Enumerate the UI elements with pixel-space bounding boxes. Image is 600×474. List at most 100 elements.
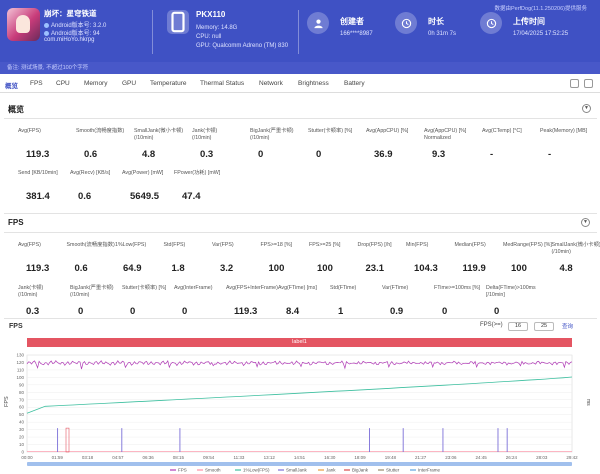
settings-icon[interactable] — [584, 79, 593, 88]
legend-label: SmallJank — [286, 468, 308, 473]
y2-axis-label: ms — [585, 399, 591, 406]
metric-value: 0 — [316, 149, 322, 160]
y-tick-label: 30 — [19, 427, 25, 432]
share-icon[interactable] — [570, 79, 579, 88]
metric-card: BigJank(严重卡顿) (/10min) 0 — [250, 128, 310, 160]
version-note: 数据由PerfDog(11.1.250206)提供服务 — [494, 6, 587, 12]
legend-label: BigJank — [352, 468, 369, 473]
tab-cpu[interactable]: CPU — [56, 80, 70, 87]
metric-label: Avg(CTemp) [°C] — [482, 128, 522, 134]
y-tick-label: 70 — [19, 397, 25, 402]
metric-value: 0.6 — [74, 263, 88, 274]
fps-chart[interactable]: 0 10 20 30 40 50 60 70 80 90 100 110 120 130 FPS ms 00:0… — [0, 347, 600, 474]
metric-label: Std(FPS) — [163, 242, 186, 248]
fps-threshold-input-b[interactable]: 25 — [534, 322, 554, 331]
metric-card: FPower(功耗) [mW] 47.4 — [174, 170, 234, 202]
metric-card: Jank(卡顿) (/10min) 0.3 — [18, 285, 78, 317]
app-name: 崩坏：星穹铁道 — [44, 9, 97, 18]
metric-value: - — [490, 149, 494, 160]
label-range-marker — [65, 427, 70, 453]
tab-memory[interactable]: Memory — [84, 80, 108, 87]
tab-gpu[interactable]: GPU — [122, 80, 137, 87]
collapse-icon[interactable]: ▼ — [581, 218, 590, 227]
x-tick-label: 03:18 — [82, 455, 94, 460]
legend-label: 1%Low(FPS) — [243, 468, 270, 473]
tab-network[interactable]: Network — [259, 80, 283, 87]
metric-value: 104.3 — [414, 263, 438, 274]
report-header: 崩坏：星穹铁道 Android版本号: 3.2.0 Android版本号: 94… — [0, 0, 600, 62]
label-bar[interactable]: label1 — [27, 338, 572, 347]
y-tick-label: 130 — [16, 353, 24, 358]
duration-label: 时长 — [428, 17, 444, 26]
header-divider — [152, 10, 153, 54]
y-tick-label: 20 — [19, 435, 25, 440]
metric-value: 1 — [338, 306, 344, 317]
metric-value: 8.4 — [286, 306, 300, 317]
fps-threshold-input-a[interactable]: 16 — [508, 322, 528, 331]
metric-card: Jank(卡顿) (/10min) 0.3 — [192, 128, 252, 160]
metric-card: Avg(Power) [mW] 5649.5 — [122, 170, 182, 202]
header-divider — [298, 10, 299, 54]
metric-label: FTime>=100ms [%] — [434, 285, 481, 291]
metric-value: 4.8 — [142, 149, 156, 160]
metric-value: 0.6 — [84, 149, 98, 160]
note-bar[interactable]: 备注: 测试场景, 不超过100个字符 — [0, 62, 600, 74]
y-tick-label: 40 — [19, 420, 25, 425]
metric-card: FTime>=100ms [%] 0 — [434, 285, 494, 317]
clock-icon — [395, 12, 417, 34]
creator-value: 166****8987 — [340, 31, 373, 37]
upload-label: 上传时间 — [513, 17, 545, 26]
x-tick-label: 23:06 — [445, 455, 457, 460]
x-tick-label: 06:36 — [142, 455, 154, 460]
metric-card: MedRange(FPS) [%] 100 — [503, 242, 563, 274]
metric-label: FPower(功耗) [mW] — [174, 170, 221, 176]
fps-chart-title: FPS — [9, 323, 23, 330]
y-tick-label: 90 — [19, 382, 25, 387]
metric-label: Avg(Recv) [KB/s] — [70, 170, 111, 176]
metric-card: Avg(CTemp) [°C] - — [482, 128, 542, 160]
x-tick-label: 29:42 — [566, 455, 578, 460]
metric-value: 381.4 — [26, 191, 50, 202]
metric-label: Avg(Power) [mW] — [122, 170, 164, 176]
android-icon — [44, 30, 49, 36]
metric-value: 64.9 — [123, 263, 142, 274]
y-tick-label: 60 — [19, 405, 25, 410]
x-tick-label: 16:30 — [324, 455, 336, 460]
android-icon — [44, 22, 49, 28]
metric-label: Jank(卡顿) (/10min) — [192, 128, 218, 141]
device-cpu: CPU: null — [196, 34, 222, 40]
metric-card: Median(FPS) 119.9 — [455, 242, 515, 274]
collapse-icon[interactable]: ▼ — [582, 104, 591, 113]
tab-temperature[interactable]: Temperature — [150, 80, 187, 87]
metric-card: 1%Low(FPS) 64.9 — [115, 242, 175, 274]
metric-value: 100 — [317, 263, 333, 274]
metric-label: Avg(AppCPU) [%] — [366, 128, 409, 134]
tab-battery[interactable]: Battery — [344, 80, 365, 87]
metric-value: 0 — [182, 306, 188, 317]
metric-card: Peak(Memory) [MB] - — [540, 128, 600, 160]
tab-brightness[interactable]: Brightness — [298, 80, 329, 87]
metric-label: Jank(卡顿) (/10min) — [18, 285, 44, 298]
query-button[interactable]: 查询 — [562, 324, 574, 330]
fps-threshold-label: FPS(>=) — [480, 322, 503, 328]
metric-value: 47.4 — [182, 191, 201, 202]
x-tick-label: 21:27 — [415, 455, 427, 460]
upload-clock-icon — [480, 12, 502, 34]
metric-label: Var(FPS) — [212, 242, 234, 248]
x-tick-label: 08:15 — [173, 455, 185, 460]
metric-label: Peak(Memory) [MB] — [540, 128, 588, 134]
device-memory: Memory: 14.8G — [196, 25, 238, 31]
metric-value: 100 — [511, 263, 527, 274]
metric-label: Avg(FPS) — [18, 242, 41, 248]
y-tick-label: 50 — [19, 412, 25, 417]
tab-thermal-status[interactable]: Thermal Status — [200, 80, 245, 87]
metric-value: 0.9 — [390, 306, 404, 317]
tab-overview[interactable]: 概览 — [5, 83, 18, 90]
legend-label: Jank — [326, 468, 336, 473]
metric-label: Stutter(卡顿率) [%] — [122, 285, 167, 291]
metric-card: Var(FPS) 3.2 — [212, 242, 272, 274]
tab-fps[interactable]: FPS — [30, 80, 43, 87]
x-tick-label: 00:00 — [21, 455, 33, 460]
metric-value: 0 — [494, 306, 500, 317]
metric-label: Smooth(流畅度指数) — [76, 128, 125, 134]
